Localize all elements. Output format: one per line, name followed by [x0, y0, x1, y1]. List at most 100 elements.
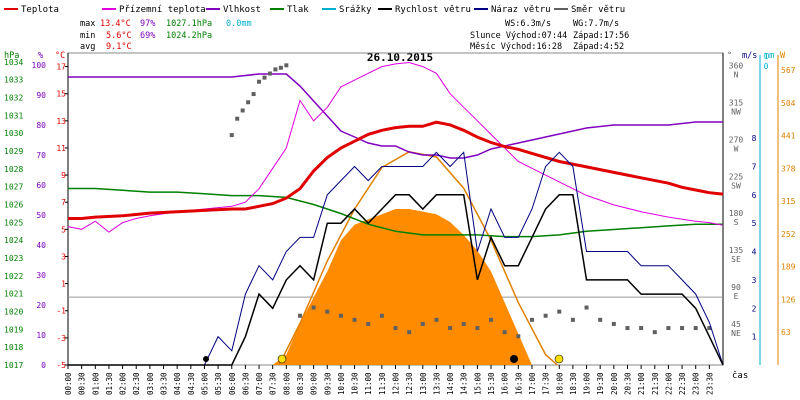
legend-item-ground-temperature[interactable]: Přízemní teplota: [102, 5, 206, 15]
moonset: Západ:4:52: [573, 42, 624, 52]
ms-tick-label: 6: [752, 191, 757, 200]
pct-tick-label: 70: [36, 151, 46, 160]
x-tick-label: 21:30: [651, 372, 660, 395]
temp-tick-label: -1: [56, 307, 66, 316]
wind-direction-point: [278, 65, 283, 70]
temp-tick-label: 1: [61, 280, 66, 289]
x-tick-label: 06:30: [241, 372, 250, 395]
x-tick-label: 18:30: [569, 372, 578, 395]
ms-tick-label: 1: [752, 333, 757, 342]
pct-tick-label: 100: [32, 61, 47, 70]
sunset-marker: [554, 354, 564, 364]
hpa-tick-label: 1020: [4, 308, 23, 317]
x-tick-label: 23:00: [692, 372, 701, 395]
x-tick-label: 16:30: [514, 372, 523, 395]
pct-tick-label: 10: [36, 331, 46, 340]
dir-tick-label: 225: [729, 172, 744, 181]
hpa-tick-label: 1028: [4, 165, 23, 174]
x-tick-label: 02:30: [132, 372, 141, 395]
temp-tick-label: 5: [61, 225, 66, 234]
wind-gust-line: [68, 151, 724, 366]
hpa-tick-label: 1027: [4, 183, 23, 192]
x-tick-label: 01:30: [105, 372, 114, 395]
wind-direction-point: [420, 321, 425, 326]
x-tick-label: 09:00: [310, 372, 319, 395]
x-tick-label: 07:30: [269, 372, 278, 395]
legend-item-rain[interactable]: Srážky: [322, 5, 372, 15]
pct-tick-label: 40: [36, 241, 46, 250]
x-tick-label: 17:30: [542, 372, 551, 395]
hpa-tick-label: 1018: [4, 343, 23, 352]
pct-tick-label: 50: [36, 211, 46, 220]
sunset: Západ:17:56: [573, 31, 629, 41]
wind-direction-point: [557, 309, 562, 314]
wind-direction-point: [246, 100, 251, 105]
wind-direction-point: [273, 67, 278, 72]
x-tick-label: 08:00: [282, 372, 291, 395]
pct-tick-label: 20: [36, 301, 46, 310]
x-tick-label: 04:30: [187, 372, 196, 395]
wind-direction-point: [262, 75, 267, 80]
legend-item-pressure[interactable]: Tlak: [270, 5, 309, 15]
wind-direction-point: [393, 326, 398, 331]
temp-tick-label: 9: [61, 171, 66, 180]
x-tick-label: 21:00: [637, 372, 646, 395]
dir-letter-label: N: [734, 70, 739, 79]
legend-item-humidity[interactable]: Vlhkost: [206, 5, 261, 15]
temp-tick-label: -5: [56, 361, 66, 370]
x-tick-label: 10:30: [351, 372, 360, 395]
stats-max-temp: 13.4°C: [100, 19, 131, 29]
x-tick-label: 02:00: [119, 372, 128, 395]
dir-letter-label: SE: [731, 255, 741, 264]
w-tick-label: 63: [781, 328, 791, 337]
temp-tick-label: 3: [61, 252, 66, 261]
x-tick-label: 14:00: [446, 372, 455, 395]
x-tick-label: 13:00: [419, 372, 428, 395]
wind-direction-point: [680, 326, 685, 331]
ms-tick-label: 3: [752, 276, 757, 285]
x-tick-label: 20:00: [610, 372, 619, 395]
dir-letter-label: NW: [731, 107, 741, 116]
legend-item-wind-gust[interactable]: Náraz větru: [474, 5, 551, 15]
wind-direction-point: [570, 317, 575, 322]
x-tick-label: 19:00: [583, 372, 592, 395]
w-tick-label: 252: [781, 230, 796, 239]
temp-tick-label: -3: [56, 334, 66, 343]
stats-min-temp: 5.6°C: [106, 31, 132, 41]
wind-direction-point: [652, 330, 657, 335]
w-tick-label: 378: [781, 164, 796, 173]
x-tick-label: 04:00: [173, 372, 182, 395]
w-tick-label: 189: [781, 263, 796, 272]
hpa-tick-label: 1026: [4, 201, 23, 210]
x-tick-label: 06:00: [228, 372, 237, 395]
dir-letter-label: NE: [731, 329, 741, 338]
wind-direction-point: [639, 326, 644, 331]
legend-label: Přízemní teplota: [119, 5, 206, 15]
hpa-tick-label: 1017: [4, 361, 23, 370]
hpa-tick-label: 1023: [4, 254, 23, 263]
wind-direction-point: [407, 330, 412, 335]
legend-item-wind-speed[interactable]: Rychlost větru: [378, 5, 471, 15]
hpa-tick-label: 1019: [4, 325, 23, 334]
ms-tick-label: 7: [752, 162, 757, 171]
x-tick-label: 03:00: [146, 372, 155, 395]
dir-tick-label: 180: [729, 209, 744, 218]
ms-tick-label: 4: [752, 248, 757, 257]
hpa-tick-label: 1021: [4, 290, 23, 299]
w-tick-label: 567: [781, 66, 796, 75]
x-tick-label: 19:30: [596, 372, 605, 395]
legend-item-temperature[interactable]: Teplota: [4, 5, 59, 15]
x-tick-label: 14:30: [460, 372, 469, 395]
x-tick-label: 00:30: [78, 372, 87, 395]
dir-tick-label: 90: [731, 283, 741, 292]
x-tick-label: 15:00: [473, 372, 482, 395]
w-tick-label: 441: [781, 132, 796, 141]
axis-unit-hpa: hPa: [4, 51, 19, 61]
wind-speed-stat: WS:6.3m/s: [505, 19, 551, 29]
wind-direction-point: [235, 116, 240, 121]
pct-tick-label: 60: [36, 181, 46, 190]
y-axes: 1034103310321031103010291028102710261025…: [4, 52, 796, 370]
sunrise-marker: [277, 354, 287, 364]
legend-item-wind-direction[interactable]: Směr větru: [554, 5, 625, 15]
